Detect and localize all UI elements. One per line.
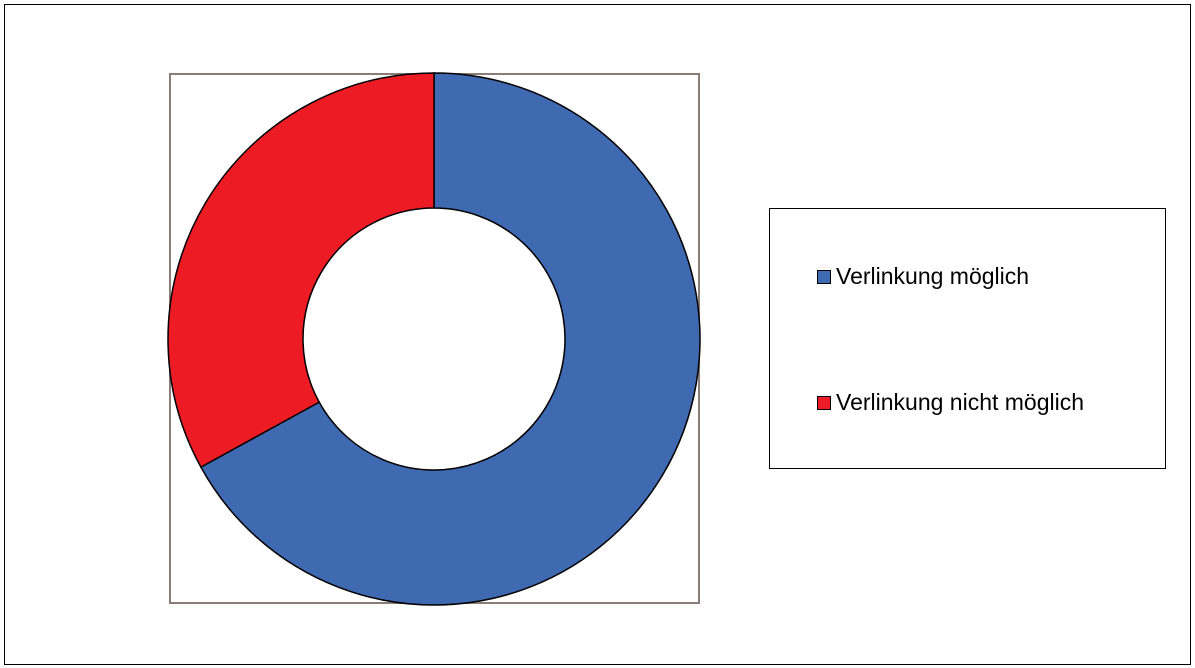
legend-label-verlinkung-moeglich: Verlinkung möglich xyxy=(836,263,1030,289)
legend: Verlinkung möglich Verlinkung nicht mögl… xyxy=(769,208,1166,469)
legend-item-verlinkung-nicht-moeglich: Verlinkung nicht möglich xyxy=(817,389,1084,416)
legend-swatch-verlinkung-nicht-moeglich xyxy=(817,395,831,410)
donut-slice-0 xyxy=(199,72,701,606)
donut-slice-1 xyxy=(167,72,435,469)
legend-item-verlinkung-moeglich: Verlinkung möglich xyxy=(817,263,1029,290)
legend-swatch-verlinkung-moeglich xyxy=(817,269,831,284)
legend-label-verlinkung-nicht-moeglich: Verlinkung nicht möglich xyxy=(836,389,1085,415)
